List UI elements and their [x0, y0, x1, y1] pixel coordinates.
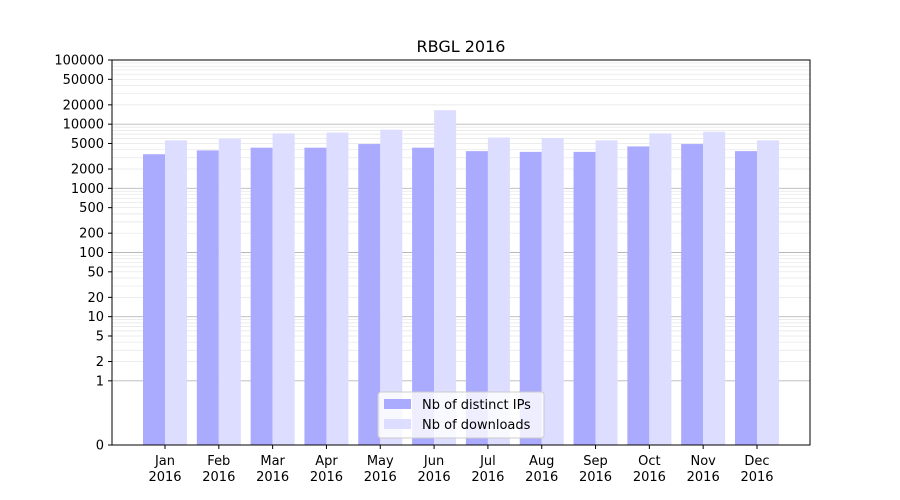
bar-downloads: [595, 140, 618, 446]
x-tick-label: Dec 2016: [740, 454, 773, 485]
bar-downloads: [165, 140, 187, 446]
bar-distinct-ips: [627, 146, 650, 445]
bar-distinct-ips: [465, 151, 488, 445]
x-tick-label: Nov 2016: [687, 454, 720, 485]
y-tick-label: 20000: [63, 98, 104, 113]
x-tick-label-line: 2016: [364, 470, 397, 485]
x-tick-label-line: Jul: [479, 454, 496, 469]
y-tick-label: 100000: [54, 54, 104, 69]
bar-downloads: [541, 137, 564, 445]
x-tick-label: Apr 2016: [310, 454, 343, 485]
x-tick-label-line: May: [367, 454, 394, 469]
bar-downloads: [487, 137, 510, 445]
bar-distinct-ips: [196, 150, 219, 446]
x-tick-label-line: Apr: [315, 454, 338, 469]
legend-label: Nb of distinct IPs: [422, 398, 531, 413]
x-tick-label-line: Nov: [690, 454, 716, 469]
x-tick-label-line: 2016: [310, 470, 343, 485]
bar-distinct-ips: [304, 147, 327, 445]
bar-distinct-ips: [358, 144, 381, 445]
bar-downloads: [218, 138, 241, 445]
x-tick-label: Jul 2016: [471, 454, 504, 485]
x-tick-label-line: 2016: [202, 470, 235, 485]
bar-distinct-ips: [412, 147, 435, 445]
bar-downloads: [272, 133, 295, 445]
x-tick-label: Mar 2016: [256, 454, 289, 485]
y-tick-label: 0: [96, 439, 104, 454]
x-tick-label-line: 2016: [471, 470, 504, 485]
x-tick-label-line: 2016: [256, 470, 289, 485]
bar-distinct-ips: [573, 151, 596, 445]
x-tick-label-line: 2016: [148, 470, 181, 485]
y-tick-label: 20: [87, 291, 104, 306]
x-tick-label-line: Sep: [583, 454, 608, 469]
x-tick-label-line: Oct: [638, 454, 660, 469]
bar-distinct-ips: [519, 151, 542, 445]
y-tick-label: 500: [79, 201, 104, 216]
axes: 0 1 2 5 10 20 50 100 200 500 1000 2000 5000 10000 2000…: [54, 54, 811, 485]
x-tick-label-line: Dec: [744, 454, 769, 469]
x-tick-label-line: Feb: [207, 454, 230, 469]
bar-downloads: [703, 131, 726, 446]
legend-label: Nb of downloads: [422, 418, 531, 433]
y-tick-label: 5: [96, 329, 104, 344]
bar-distinct-ips: [250, 147, 273, 445]
x-tick-label: Jun 2016: [418, 454, 451, 485]
bars: [143, 110, 779, 446]
y-tick-label: 1000: [71, 182, 104, 197]
x-tick-label-line: 2016: [740, 470, 773, 485]
bar-distinct-ips: [735, 151, 757, 445]
x-tick-label-line: 2016: [687, 470, 720, 485]
bar-downloads: [326, 132, 349, 446]
x-tick-label: Feb 2016: [202, 454, 235, 485]
bar-downloads: [434, 110, 457, 445]
y-tick-label: 10000: [63, 118, 104, 133]
x-tick-label: Sep 2016: [579, 454, 612, 485]
x-tick-label: Jan 2016: [148, 454, 181, 485]
bar-downloads: [757, 140, 779, 446]
legend-box: [377, 391, 545, 439]
y-tick-label: 100: [79, 246, 104, 261]
x-tick-label-line: Mar: [260, 454, 285, 469]
x-tick-label-line: 2016: [579, 470, 612, 485]
y-tick-label: 1: [96, 374, 104, 389]
legend: Nb of distinct IPs Nb of downloads: [377, 391, 545, 439]
y-tick-label: 50: [87, 265, 104, 280]
x-tick-label-line: Jun: [423, 454, 444, 469]
x-tick-label-line: 2016: [633, 470, 666, 485]
x-tick-label: May 2016: [364, 454, 397, 485]
bar-downloads: [649, 133, 672, 445]
y-tick-label: 5000: [71, 137, 104, 152]
bar-distinct-ips: [143, 154, 165, 445]
bar-downloads: [380, 129, 403, 445]
x-tick-label-line: Aug: [529, 454, 554, 469]
y-tick-label: 200: [79, 227, 104, 242]
y-tick-label: 50000: [63, 73, 104, 88]
y-tick-label: 2: [96, 355, 104, 370]
x-tick-label: Aug 2016: [525, 454, 558, 485]
x-tick-label-line: Jan: [154, 454, 175, 469]
y-tick-label: 10: [87, 310, 104, 325]
bar-distinct-ips: [681, 144, 704, 445]
legend-swatch: [384, 399, 411, 409]
x-tick-label: Oct 2016: [633, 454, 666, 485]
chart-title: RBGL 2016: [417, 37, 506, 56]
y-tick-label: 2000: [71, 163, 104, 178]
x-tick-label-line: 2016: [525, 470, 558, 485]
x-tick-label-line: 2016: [418, 470, 451, 485]
legend-swatch: [384, 419, 411, 429]
